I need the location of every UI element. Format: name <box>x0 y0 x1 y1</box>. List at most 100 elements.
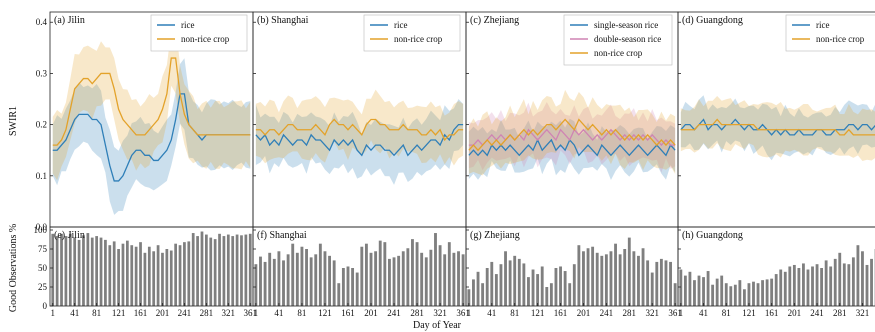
x-tick-label: 1 <box>254 308 259 318</box>
bar <box>191 233 195 306</box>
x-tick-label: 201 <box>364 308 378 318</box>
bar <box>637 255 640 306</box>
x-tick-label: 81 <box>297 308 306 318</box>
bar <box>401 251 405 306</box>
legend-label: single-season rice <box>594 20 658 30</box>
bar <box>650 272 654 306</box>
bar <box>295 252 299 306</box>
bar <box>457 251 460 306</box>
bar <box>134 246 138 306</box>
bar <box>842 263 846 306</box>
bar <box>738 280 742 306</box>
bar <box>508 260 512 306</box>
bar <box>452 252 456 306</box>
bar <box>291 243 295 306</box>
bar <box>240 235 243 306</box>
bar <box>309 257 313 306</box>
bar <box>715 278 719 306</box>
x-tick-label: 1 <box>679 308 684 318</box>
bar <box>73 237 77 306</box>
bar <box>568 283 572 306</box>
bar <box>851 257 855 306</box>
bar <box>60 233 63 306</box>
bar <box>323 251 327 306</box>
x-tick-label: 161 <box>554 308 568 318</box>
legend-box <box>563 14 673 66</box>
y-tick-label: 75 <box>38 244 48 254</box>
bar <box>152 251 156 306</box>
bar <box>623 249 627 306</box>
bar <box>369 252 373 306</box>
bar <box>77 239 81 306</box>
bar <box>90 237 94 306</box>
bar <box>187 241 191 306</box>
bar <box>204 234 208 306</box>
bar <box>314 254 318 306</box>
y-tick-label: 0.0 <box>36 222 48 232</box>
bar <box>572 264 576 306</box>
bar <box>472 279 475 306</box>
bar <box>95 236 99 306</box>
x-tick-label: 41 <box>487 308 496 318</box>
bar <box>811 266 814 306</box>
bar <box>490 261 494 306</box>
panel-2: (c) Zhejiang single-season rice double-sea… <box>465 11 682 318</box>
bar <box>337 283 341 306</box>
bar <box>683 275 687 306</box>
bar <box>702 277 705 306</box>
bar <box>595 252 599 306</box>
bar <box>770 278 774 306</box>
bar <box>397 255 401 306</box>
legend-label: non-rice crop <box>394 34 443 44</box>
bar <box>476 271 480 306</box>
bar <box>513 255 517 306</box>
x-tick-label: 241 <box>178 308 192 318</box>
bar <box>494 274 498 306</box>
bar <box>305 249 308 306</box>
legend-label: non-rice crop <box>594 48 643 58</box>
bar <box>604 254 608 306</box>
bar <box>200 231 204 306</box>
plot-frame-bottom <box>677 226 875 307</box>
bar <box>609 251 613 306</box>
bar <box>443 254 447 306</box>
bar <box>861 251 864 306</box>
bar <box>104 239 107 306</box>
bar <box>209 237 213 306</box>
bar <box>231 236 235 306</box>
x-tick-label: 81 <box>510 308 519 318</box>
bar <box>55 236 59 306</box>
bar <box>733 284 737 306</box>
bar <box>86 233 90 306</box>
bar <box>847 264 851 306</box>
line-non-rice-crop <box>468 118 676 152</box>
bar <box>669 261 672 306</box>
line-non-rice-crop <box>255 118 464 142</box>
bar <box>742 289 746 306</box>
bar <box>68 233 72 306</box>
x-tick-label: 281 <box>200 308 214 318</box>
bar <box>600 255 604 306</box>
x-tick-label: 121 <box>742 308 756 318</box>
bar <box>747 283 751 306</box>
panel-title: (e) Jilin <box>54 230 85 241</box>
x-tick-label: 121 <box>318 308 332 318</box>
x-tick-label: 121 <box>112 308 126 318</box>
bar <box>374 251 378 306</box>
x-axis-label-day-of-year: Day of Year <box>413 320 462 331</box>
x-tick-label: 81 <box>92 308 101 318</box>
bar <box>447 242 451 306</box>
y-tick-label: 0.4 <box>36 17 48 27</box>
x-tick-label: 201 <box>156 308 170 318</box>
line-rice <box>680 118 875 136</box>
bar <box>536 274 540 306</box>
bar <box>268 252 272 306</box>
bar <box>420 252 424 306</box>
bar <box>659 258 663 306</box>
bar <box>706 271 710 306</box>
bar <box>328 255 332 306</box>
bar <box>415 242 419 306</box>
bar <box>724 283 728 306</box>
x-tick-label: 241 <box>387 308 401 318</box>
bar <box>235 234 239 306</box>
